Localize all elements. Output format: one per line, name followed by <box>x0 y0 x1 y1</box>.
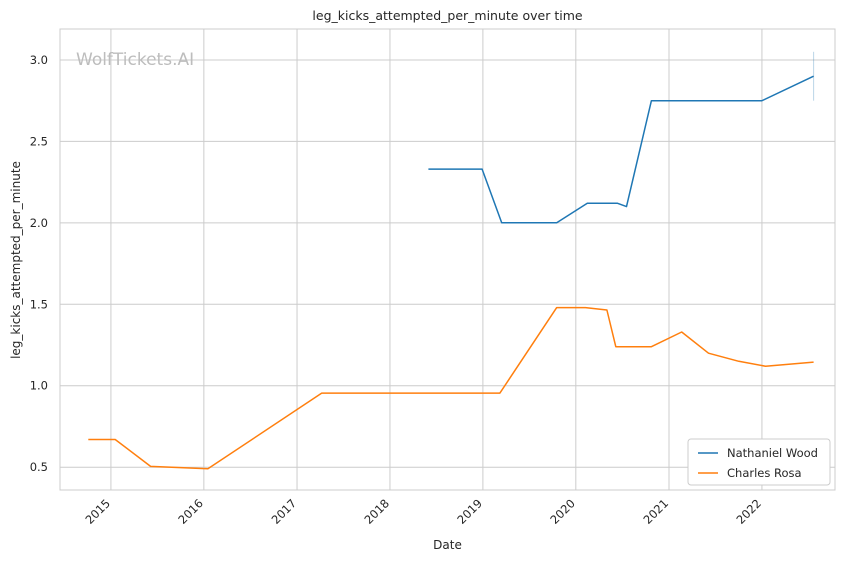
y-tick-label: 2.0 <box>30 216 48 230</box>
chart-title: leg_kicks_attempted_per_minute over time <box>312 8 582 23</box>
y-tick-label: 0.5 <box>30 460 48 474</box>
y-tick-label: 1.0 <box>30 379 48 393</box>
legend: Nathaniel Wood Charles Rosa <box>687 438 831 486</box>
grid-lines <box>60 29 835 490</box>
x-tick-label: 2016 <box>175 496 206 527</box>
y-axis-label: leg_kicks_attempted_per_minute <box>9 161 23 359</box>
x-tick-label: 2017 <box>269 496 300 527</box>
y-tick-label: 2.5 <box>30 134 48 148</box>
x-tick-label: 2019 <box>454 496 485 527</box>
x-tick-label: 2020 <box>547 496 578 527</box>
series-line-2 <box>88 306 814 470</box>
series-line-1 <box>428 75 814 224</box>
y-tick-label: 1.5 <box>30 297 48 311</box>
x-tick-label: 2018 <box>361 496 392 527</box>
x-tick-label: 2022 <box>733 496 764 527</box>
series-lines <box>88 51 815 470</box>
legend-box <box>687 438 831 486</box>
x-tick-label: 2015 <box>82 496 113 527</box>
y-tick-label: 3.0 <box>30 53 48 67</box>
legend-label: Charles Rosa <box>727 466 802 480</box>
y-tick-labels: 0.5 1.0 1.5 2.0 2.5 3.0 <box>30 53 48 474</box>
x-tick-labels: 2015 2016 2017 2018 2019 2020 2021 2022 <box>82 496 764 527</box>
plot-frame <box>59 28 836 491</box>
x-tick-label: 2021 <box>641 496 672 527</box>
legend-label: Nathaniel Wood <box>727 446 818 460</box>
x-axis-label: Date <box>433 538 462 552</box>
watermark: WolfTickets.AI <box>76 50 194 70</box>
